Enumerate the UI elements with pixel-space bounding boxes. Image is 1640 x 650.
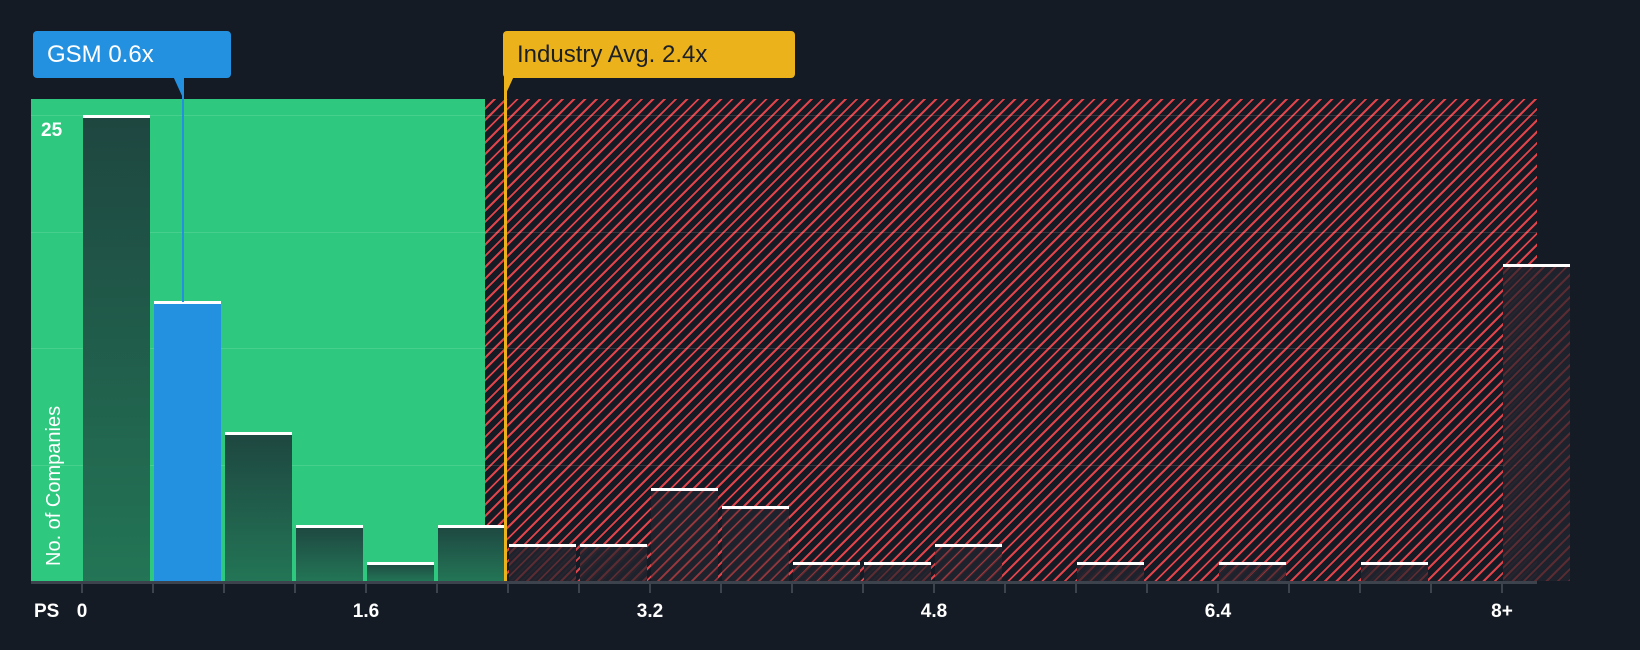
histogram-bar: [935, 543, 1002, 581]
bar-cap: [509, 543, 576, 547]
y-tick-label: 25: [41, 120, 63, 141]
x-axis-tick: [649, 583, 651, 593]
histogram-bar: [864, 562, 931, 581]
gridline: [31, 348, 1537, 349]
bar-cap: [935, 543, 1002, 547]
x-axis-tick: [365, 583, 367, 593]
histogram-bar: [1503, 264, 1570, 581]
bar-cap: [864, 562, 931, 566]
x-axis-tick: [720, 583, 722, 593]
histogram-bar: [722, 506, 789, 581]
bar-cap: [1077, 562, 1144, 566]
bar-cap: [793, 562, 860, 566]
gridline: [31, 465, 1537, 466]
bar-cap: [83, 115, 150, 118]
company-marker-line: [182, 78, 184, 302]
histogram-bar: [296, 525, 363, 581]
x-axis-tick: [507, 583, 509, 593]
x-axis-tick: [1430, 583, 1432, 593]
bar-cap: [438, 525, 505, 529]
x-axis-tick: [1004, 583, 1006, 593]
overvalued-zone: [485, 99, 1537, 581]
bar-cap: [651, 487, 718, 491]
histogram-bar: [1219, 562, 1286, 581]
x-axis-tick: [791, 583, 793, 593]
x-axis-tick: [223, 583, 225, 593]
x-axis-tick: [933, 583, 935, 593]
bar-cap: [580, 543, 647, 547]
company-callout: GSM 0.6x: [33, 31, 231, 78]
industry-avg-line: [504, 78, 507, 581]
histogram-bar: [438, 525, 505, 581]
bar-cap: [1219, 562, 1286, 566]
industry-callout-pointer: [504, 76, 514, 98]
histogram-bar: [1077, 562, 1144, 581]
bar-cap: [296, 525, 363, 529]
histogram-bar: [651, 487, 718, 581]
histogram-bar: [1361, 562, 1428, 581]
bar-cap: [154, 301, 221, 305]
x-tick-label: 1.6: [352, 601, 380, 622]
x-tick-label: 6.4: [1204, 601, 1232, 622]
histogram-bar: [83, 115, 150, 581]
x-axis-tick: [862, 583, 864, 593]
x-axis-title: PS: [34, 601, 60, 622]
histogram-bar: [793, 562, 860, 581]
x-tick-label: 4.8: [920, 601, 948, 622]
x-axis-tick: [578, 583, 580, 593]
x-tick-label: 3.2: [636, 601, 664, 622]
histogram-bar: [154, 301, 221, 581]
histogram-bar: [509, 543, 576, 581]
industry-avg-callout: Industry Avg. 2.4x: [503, 31, 795, 78]
x-axis-line: [31, 581, 1537, 584]
bar-cap: [367, 562, 434, 566]
x-tick-label: 0: [76, 601, 88, 622]
gridline: [31, 115, 1537, 116]
histogram-bar: [580, 543, 647, 581]
histogram-bar: [367, 562, 434, 581]
x-tick-label: 8+: [1491, 601, 1513, 622]
x-axis-tick: [81, 583, 83, 593]
histogram-bar: [225, 431, 292, 581]
y-axis-title: No. of Companies: [43, 405, 65, 566]
gridline: [31, 232, 1537, 233]
x-axis-tick: [1501, 583, 1503, 593]
x-axis-tick: [1146, 583, 1148, 593]
x-axis-tick: [1288, 583, 1290, 593]
bar-cap: [225, 431, 292, 435]
x-axis-tick: [1217, 583, 1219, 593]
x-axis-tick: [1359, 583, 1361, 593]
company-callout-pointer: [173, 76, 183, 98]
x-axis-tick: [436, 583, 438, 593]
x-axis-tick: [1075, 583, 1077, 593]
bar-cap: [1361, 562, 1428, 566]
x-axis-tick: [294, 583, 296, 593]
bar-cap: [722, 506, 789, 510]
bar-cap: [1503, 264, 1570, 268]
x-axis-tick: [152, 583, 154, 593]
